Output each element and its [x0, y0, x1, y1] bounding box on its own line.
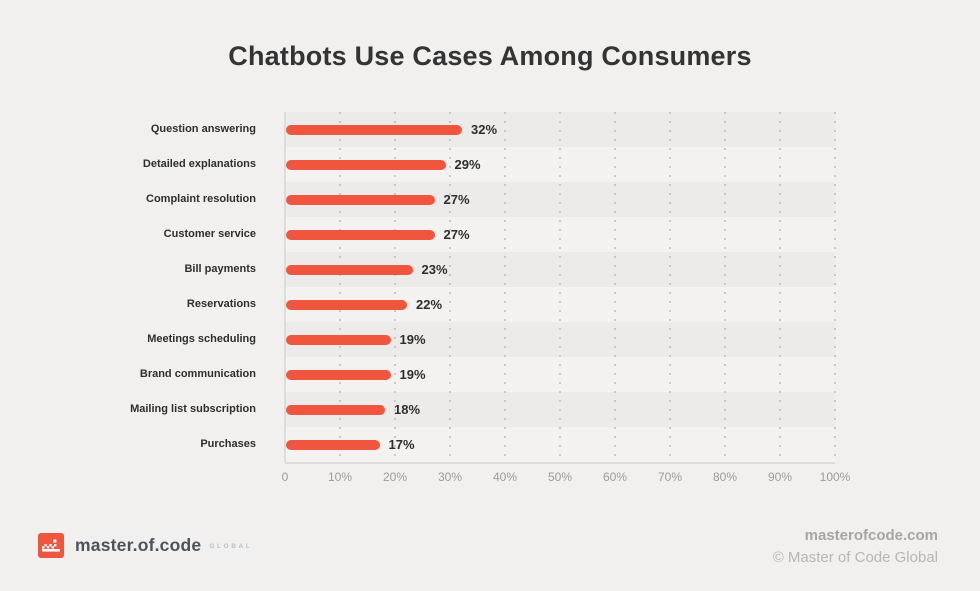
x-tick-label: 80% — [712, 470, 738, 484]
chart-title: Chatbots Use Cases Among Consumers — [228, 41, 752, 71]
x-tick-label: 10% — [327, 470, 353, 484]
category-label: Meetings scheduling — [147, 333, 256, 345]
bar-value-label: 23% — [421, 262, 448, 277]
bar-row: 19% — [285, 357, 835, 392]
masterofcode-logo-icon — [38, 533, 64, 558]
gridline — [614, 112, 616, 462]
x-axis-ticks: 0 10% 20% 30% 40% 50% 60% 70% 80% 90% 100% — [281, 470, 851, 486]
bar-value-label: 27% — [443, 227, 470, 242]
bar-value-label: 32% — [471, 122, 498, 137]
gridline — [779, 112, 781, 462]
bar-value-label: 19% — [399, 332, 426, 347]
category-label: Purchases — [200, 438, 256, 450]
bar — [286, 404, 385, 415]
logo-suffix: GLOBAL — [209, 543, 253, 550]
bar-value-label: 19% — [399, 367, 426, 382]
gridlines — [284, 112, 836, 462]
bar — [286, 264, 413, 275]
x-tick-label: 100% — [819, 470, 851, 484]
bar-row: 29% — [285, 147, 835, 182]
bar — [286, 299, 407, 310]
footer-credits: masterofcode.com © Master of Code Global — [773, 527, 938, 566]
gridline — [449, 112, 451, 462]
category-label: Customer service — [163, 228, 256, 240]
bar-value-label: 22% — [416, 297, 443, 312]
bar — [286, 229, 435, 240]
x-tick-label: 90% — [767, 470, 793, 484]
gridline — [504, 112, 506, 462]
bar — [286, 159, 446, 170]
gridline — [559, 112, 561, 462]
category-label: Question answering — [150, 123, 256, 135]
x-tick-label: 70% — [657, 470, 683, 484]
category-label: Brand communication — [139, 368, 256, 380]
bar-value-label: 27% — [443, 192, 470, 207]
category-label: Mailing list subscription — [130, 403, 256, 415]
bar-row: 18% — [285, 392, 835, 427]
bar — [286, 194, 435, 205]
x-tick-label: 60% — [602, 470, 628, 484]
website-text: masterofcode.com — [804, 527, 938, 544]
gridline — [724, 112, 726, 462]
gridline — [339, 112, 341, 462]
bar-row: 27% — [285, 182, 835, 217]
copyright-text: © Master of Code Global — [772, 549, 938, 566]
bar-row: 23% — [285, 252, 835, 287]
y-axis-line — [284, 112, 286, 462]
category-labels-column: Question answering Detailed explanations C… — [0, 112, 256, 462]
bar-row: 19% — [285, 322, 835, 357]
bar-value-label: 29% — [454, 157, 481, 172]
gridline — [834, 112, 836, 462]
category-label: Complaint resolution — [146, 193, 256, 205]
bar — [286, 369, 391, 380]
category-label: Reservations — [186, 298, 256, 310]
bar — [286, 334, 391, 345]
bar — [286, 124, 462, 135]
gridline — [669, 112, 671, 462]
bars-layer: 32% 29% 27% 27% 23% 22% 19% 19% 18% 17% — [285, 112, 835, 462]
bar-row: 17% — [285, 427, 835, 462]
gridline — [394, 112, 396, 462]
bar-value-label: 17% — [388, 437, 415, 452]
x-tick-label: 30% — [437, 470, 463, 484]
x-tick-label: 20% — [382, 470, 408, 484]
bar-value-label: 18% — [394, 402, 421, 417]
bar — [286, 439, 380, 450]
bar-row: 27% — [285, 217, 835, 252]
masterofcode-logo: master.of.code GLOBAL — [38, 533, 252, 558]
bar-row: 32% — [285, 112, 835, 147]
plot-area: 32% 29% 27% 27% 23% 22% 19% 19% 18% 17% — [284, 112, 836, 464]
bar-row: 22% — [285, 287, 835, 322]
category-label: Bill payments — [184, 263, 256, 275]
x-tick-label: 40% — [492, 470, 518, 484]
x-tick-label: 0 — [281, 470, 289, 484]
x-tick-label: 50% — [547, 470, 573, 484]
category-label: Detailed explanations — [142, 158, 256, 170]
logo-text: master.of.code — [75, 535, 202, 555]
